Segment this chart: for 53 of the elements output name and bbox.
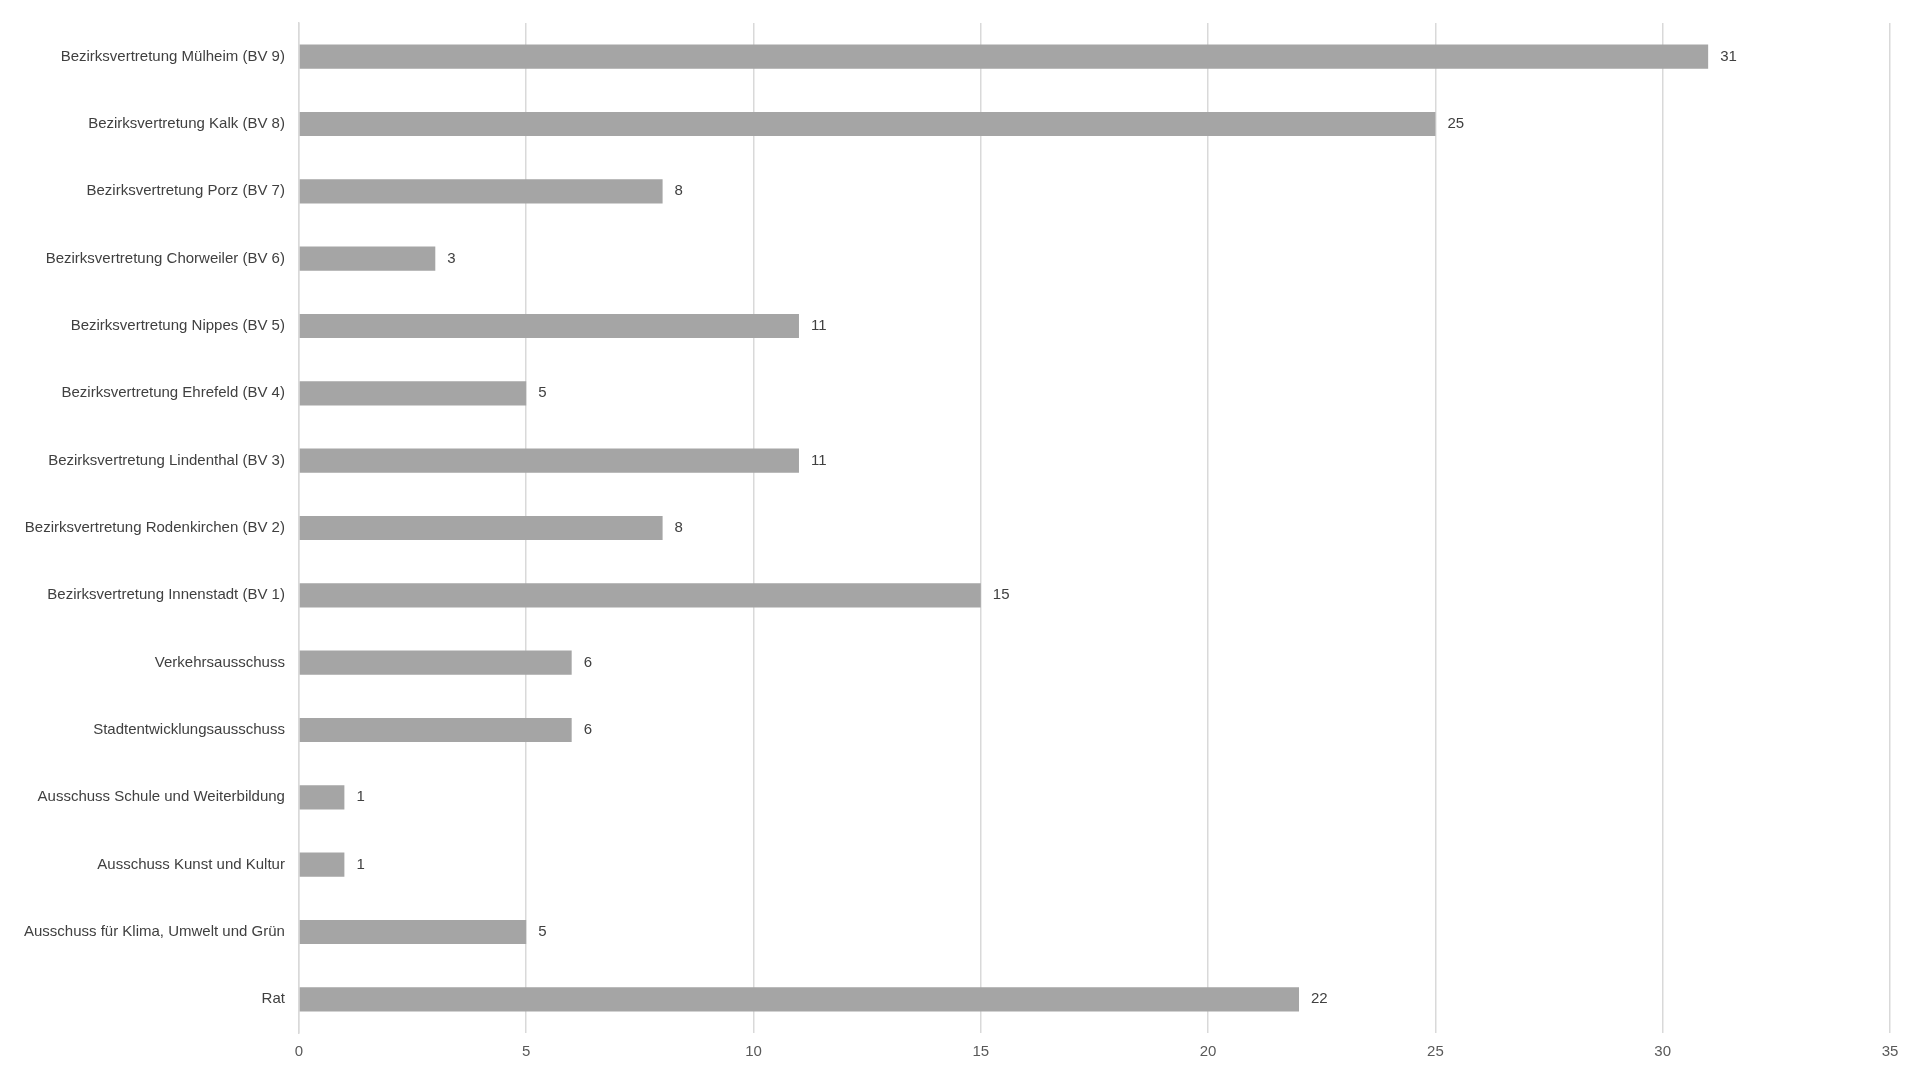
- y-tick-label: Rat: [261, 989, 286, 1007]
- data-label: 6: [583, 652, 593, 670]
- y-tick-label: Ausschuss Schule und Weiterbildung: [37, 787, 285, 805]
- bar: [299, 515, 663, 541]
- bar: [299, 650, 572, 675]
- data-label: 8: [674, 181, 683, 199]
- bar: [299, 583, 981, 608]
- y-tick-label: Verkehrsausschuss: [154, 652, 285, 670]
- x-tick-label: 25: [1427, 1042, 1444, 1060]
- bar: [299, 785, 345, 810]
- bar: [299, 381, 527, 406]
- y-tick-label: Bezirksvertretung Rodenkirchen (BV 2): [24, 518, 285, 536]
- data-label: 11: [810, 316, 827, 334]
- data-label: 1: [356, 787, 365, 805]
- y-tick-label: Ausschuss für Klima, Umwelt und Grün: [23, 922, 285, 940]
- data-label: 3: [447, 248, 456, 266]
- bar: [299, 111, 1436, 137]
- data-label: 5: [538, 922, 547, 940]
- bar: [299, 448, 799, 473]
- bar: [299, 179, 663, 204]
- bar: [299, 717, 572, 743]
- bar: [299, 313, 799, 339]
- data-label: 31: [1720, 46, 1737, 64]
- y-tick-label: Bezirksvertretung Chorweiler (BV 6): [45, 248, 285, 266]
- x-tick-label: 5: [522, 1042, 531, 1060]
- data-label: 5: [538, 383, 547, 401]
- data-label: 1: [356, 854, 365, 872]
- data-label: 25: [1447, 114, 1465, 132]
- bar: [299, 44, 1709, 69]
- x-tick-label: 0: [294, 1042, 304, 1060]
- y-tick-label: Ausschuss Kunst und Kultur: [97, 854, 285, 872]
- bar: [299, 987, 1300, 1012]
- y-tick-label: Bezirksvertretung Innenstadt (BV 1): [47, 585, 285, 603]
- bar: [299, 246, 436, 271]
- data-label: 11: [810, 450, 827, 468]
- y-tick-label: Bezirksvertretung Lindenthal (BV 3): [48, 450, 285, 468]
- bar: [299, 852, 345, 877]
- data-label: 22: [1311, 989, 1328, 1007]
- data-label: 6: [583, 720, 593, 738]
- x-tick-label: 10: [745, 1042, 762, 1060]
- y-tick-label: Bezirksvertretung Kalk (BV 8): [88, 114, 285, 132]
- x-tick-label: 20: [1199, 1042, 1217, 1060]
- bar: [299, 919, 527, 945]
- data-label: 8: [674, 518, 683, 536]
- y-tick-label: Bezirksvertretung Porz (BV 7): [86, 181, 285, 199]
- y-tick-label: Bezirksvertretung Nippes (BV 5): [70, 316, 285, 334]
- x-tick-label: 15: [972, 1042, 990, 1060]
- y-tick-label: Bezirksvertretung Ehrefeld (BV 4): [61, 383, 285, 401]
- y-tick-label: Stadtentwicklungsausschuss: [93, 720, 285, 738]
- data-label: 15: [992, 585, 1010, 603]
- y-tick-label: Bezirksvertretung Mülheim (BV 9): [60, 46, 285, 64]
- x-tick-label: 35: [1881, 1042, 1899, 1060]
- x-tick-label: 30: [1654, 1042, 1672, 1060]
